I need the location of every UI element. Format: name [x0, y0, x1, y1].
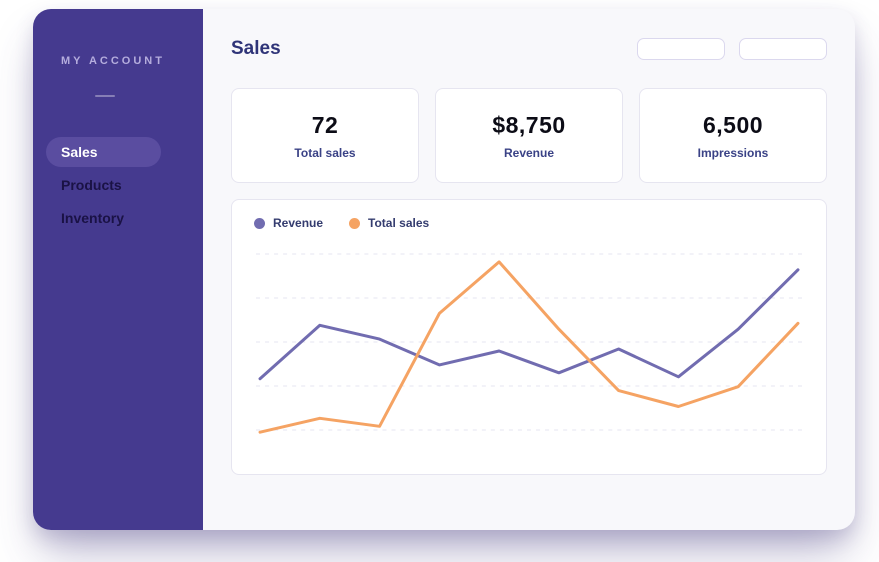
sidebar-divider — [95, 95, 115, 97]
chart-card: Revenue Total sales — [231, 199, 827, 475]
legend-item-revenue: Revenue — [254, 216, 323, 230]
revenue-legend-label: Revenue — [273, 216, 324, 230]
sidebar: MY ACCOUNT Sales Products Inventory — [33, 9, 203, 530]
main-content: Sales 72 Total sales $8,750 Revenue 6,50… — [203, 9, 855, 530]
revenue-label: Revenue — [503, 145, 555, 160]
sidebar-menu: Sales Products Inventory — [33, 137, 203, 233]
total-sales-legend-label: Total sales — [368, 216, 430, 230]
sales-chart — [256, 253, 802, 434]
total-sales-value: 72 — [311, 111, 339, 138]
sidebar-item-products[interactable]: Products — [61, 177, 122, 193]
sidebar-item-inventory[interactable]: Inventory — [61, 210, 125, 226]
legend-item-total-sales: Total sales — [349, 216, 429, 230]
header-pill-button-1[interactable] — [637, 37, 725, 60]
impressions-value: 6,500 — [702, 111, 764, 138]
sidebar-item-sales[interactable]: Sales — [46, 137, 161, 167]
page-title: Sales — [231, 37, 281, 59]
stat-card-revenue: $8,750 Revenue — [435, 88, 623, 183]
app-window: MY ACCOUNT Sales Products Inventory Sale… — [33, 9, 855, 530]
page-header: Sales — [231, 35, 827, 62]
total-sales-label: Total sales — [294, 145, 356, 160]
account-heading: MY ACCOUNT — [61, 55, 165, 67]
revenue-legend-dot-icon — [254, 217, 265, 229]
stat-card-total-sales: 72 Total sales — [231, 88, 419, 183]
header-pill-button-2[interactable] — [739, 37, 827, 60]
stats-row: 72 Total sales $8,750 Revenue 6,500 Impr… — [231, 88, 827, 183]
stat-card-impressions: 6,500 Impressions — [639, 88, 827, 183]
total-sales-legend-dot-icon — [349, 217, 361, 229]
revenue-value: $8,750 — [492, 111, 566, 138]
chart-legend: Revenue Total sales — [254, 216, 804, 230]
impressions-label: Impressions — [697, 145, 769, 160]
header-buttons — [637, 37, 827, 60]
